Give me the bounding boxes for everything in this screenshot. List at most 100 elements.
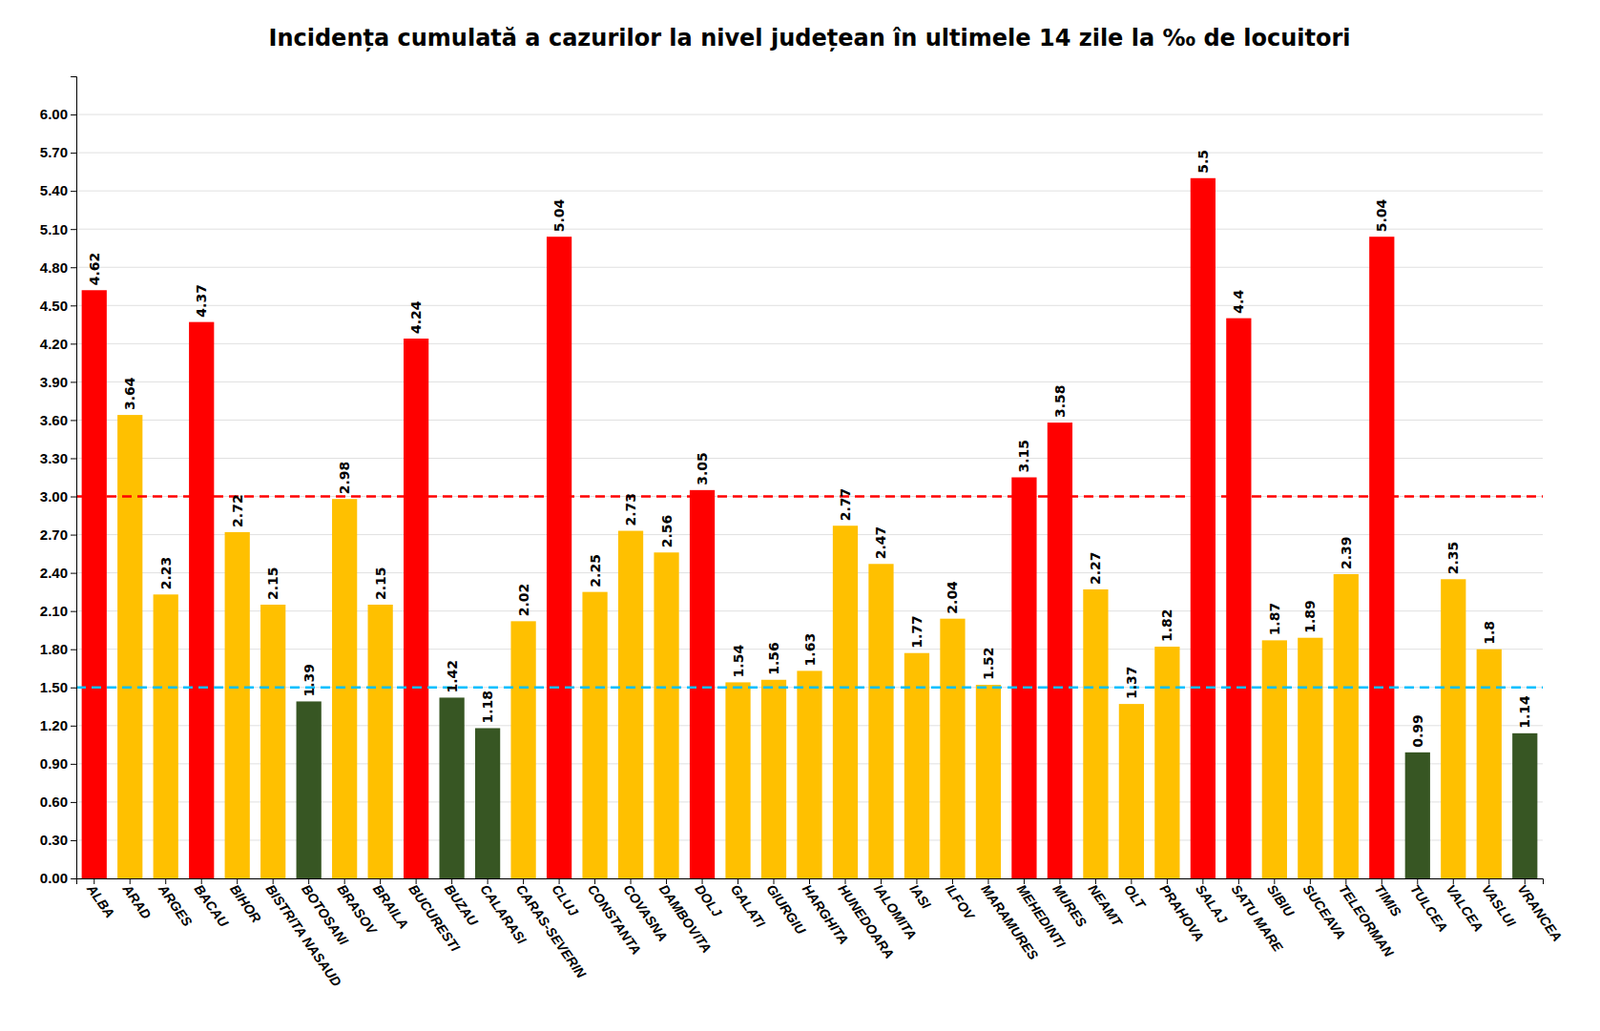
x-tick-label: CARAS-SEVERIN: [513, 881, 590, 982]
y-tick-label: 3.00: [40, 488, 68, 505]
bar: [976, 685, 1001, 879]
x-tick: CARAS-SEVERIN: [513, 878, 590, 982]
data-label: 1.77: [909, 615, 925, 649]
x-tick: MURES: [1049, 878, 1090, 931]
x-tick-label: OLT: [1121, 881, 1149, 913]
x-tick-label: ALBA: [83, 880, 118, 921]
data-label: 2.04: [944, 581, 960, 615]
y-tick-mark: [70, 228, 77, 230]
grid-line: [76, 496, 1543, 498]
y-tick: 2.40: [40, 564, 77, 582]
data-label: 2.72: [229, 494, 246, 528]
y-tick-mark: [70, 764, 77, 766]
data-label: 1.52: [980, 647, 997, 682]
x-tick-label: ARGES: [154, 880, 196, 930]
bar: [260, 604, 286, 879]
data-label: 0.99: [1410, 714, 1426, 749]
x-tick: BIHOR: [227, 878, 265, 927]
x-tick: SIBIU: [1264, 878, 1298, 921]
bar: [1476, 649, 1502, 879]
x-tick-label: SALAJ: [1192, 881, 1231, 928]
y-tick-mark: [70, 114, 77, 116]
data-label: 3.58: [1052, 385, 1068, 419]
y-tick: 5.70: [40, 144, 77, 161]
data-label: 2.15: [373, 566, 389, 601]
y-tick-label: 1.20: [40, 717, 68, 734]
x-tick: SALAJ: [1192, 878, 1231, 928]
bar: [618, 531, 644, 879]
bar: [1297, 638, 1323, 879]
data-label: 3.64: [122, 376, 138, 411]
data-label: 2.23: [158, 557, 174, 591]
y-tick-mark: [70, 687, 77, 689]
data-label: 5.5: [1195, 149, 1211, 174]
data-label: 3.05: [694, 452, 710, 486]
y-axis: 0.000.300.600.901.201.501.802.102.402.70…: [40, 77, 78, 888]
bar: [1047, 422, 1073, 879]
y-tick-mark: [70, 878, 77, 880]
y-tick-mark: [70, 190, 77, 192]
x-tick: ALBA: [83, 878, 118, 921]
y-tick-mark: [70, 535, 77, 537]
bar: [725, 682, 750, 879]
y-tick: 4.80: [40, 259, 77, 276]
bar: [1011, 477, 1037, 880]
y-tick-label: 0.90: [40, 755, 68, 772]
x-tick: BUZAU: [441, 878, 482, 930]
y-tick-mark: [70, 840, 77, 842]
data-label: 2.35: [1445, 541, 1461, 576]
bar: [1333, 574, 1359, 879]
y-tick-label: 3.60: [40, 412, 68, 429]
data-label: 1.42: [444, 660, 460, 694]
data-label: 4.37: [193, 284, 209, 318]
y-tick-mark: [70, 457, 77, 459]
data-label: 1.18: [479, 690, 496, 725]
data-label: 1.87: [1267, 602, 1283, 637]
x-tick-label: CLUJ: [548, 881, 582, 920]
bar: [225, 532, 250, 879]
bar: [296, 701, 322, 879]
grid-line: [76, 228, 1543, 230]
bar: [332, 498, 357, 879]
y-tick-label: 0.00: [40, 870, 68, 887]
y-tick: 1.50: [40, 679, 77, 696]
y-tick-label: 2.70: [40, 526, 68, 543]
bar: [117, 415, 143, 879]
grid-line: [76, 419, 1543, 421]
x-tick-label: VASLUI: [1478, 881, 1520, 931]
reference-line: [76, 686, 1543, 690]
y-tick: 0.90: [40, 755, 77, 772]
y-tick-label: 1.50: [40, 679, 68, 696]
grid-line: [76, 267, 1543, 269]
bar: [868, 563, 894, 879]
x-tick: GALATI: [727, 878, 769, 932]
y-tick-label: 5.10: [40, 220, 68, 237]
data-label: 2.47: [872, 526, 889, 561]
data-label: 1.14: [1516, 695, 1533, 729]
bar: [581, 592, 607, 879]
grid-line: [76, 610, 1543, 612]
bar: [1119, 704, 1144, 879]
y-axis-line: [70, 77, 78, 880]
x-tick: ILFOV: [942, 878, 979, 925]
bar: [689, 490, 715, 879]
y-tick-label: 3.30: [40, 450, 68, 467]
y-tick-label: 0.30: [40, 831, 68, 849]
x-tick-label: IASI: [906, 881, 935, 913]
x-tick-label: NEAMT: [1085, 881, 1126, 931]
grid-line: [76, 572, 1543, 574]
bar: [1405, 752, 1431, 879]
y-tick-label: 6.00: [40, 105, 68, 123]
y-tick: 3.60: [40, 412, 77, 429]
bar: [1440, 579, 1466, 879]
data-label: 4.4: [1230, 290, 1247, 314]
data-label: 5.04: [551, 198, 567, 232]
y-tick: 3.00: [40, 488, 77, 505]
grid-line: [76, 381, 1543, 383]
y-tick: 4.20: [40, 335, 77, 353]
bar: [761, 680, 787, 879]
data-labels: 4.623.642.234.372.722.151.392.982.154.24…: [86, 149, 1534, 749]
x-axis: ALBAARADARGESBACAUBIHORBISTRITA NASAUDBO…: [77, 878, 1566, 990]
bar: [1369, 236, 1394, 879]
x-tick: ARGES: [154, 878, 196, 931]
